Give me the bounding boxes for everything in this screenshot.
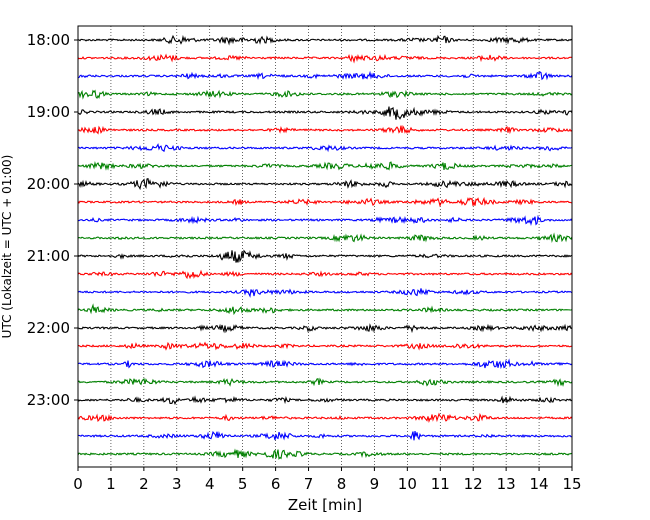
trace-line	[77, 303, 573, 316]
x-axis-ticks: 0 1 2 3 4 5 6 7 8 9 10 11 12 13 14 15	[73, 467, 582, 493]
y-tick-label: 18:00	[27, 31, 70, 49]
trace-line	[77, 288, 573, 298]
trace-line	[77, 106, 573, 120]
trace-line	[77, 70, 573, 81]
x-tick-label: 8	[337, 475, 347, 493]
y-axis-ticks: 18:00 19:00 20:00 21:00 22:00 23:00	[27, 31, 78, 409]
y-tick-label: 19:00	[27, 103, 70, 121]
trace-line	[77, 34, 573, 46]
x-tick-label: 12	[464, 475, 483, 493]
trace-line	[77, 377, 573, 387]
trace-line	[77, 412, 573, 424]
trace-line	[77, 323, 573, 334]
trace-line	[77, 178, 573, 191]
trace-line	[77, 249, 573, 263]
y-axis-label: UTC (Lokalzeit = UTC + 01:00)	[0, 155, 14, 339]
x-axis-label: Zeit [min]	[288, 496, 362, 514]
x-tick-label: 3	[172, 475, 182, 493]
trace-line	[77, 53, 573, 64]
x-tick-label: 2	[139, 475, 149, 493]
x-tick-label: 13	[497, 475, 516, 493]
x-tick-label: 1	[106, 475, 116, 493]
y-tick-label: 21:00	[27, 247, 70, 265]
trace-line	[77, 430, 573, 441]
trace-line	[77, 395, 573, 406]
trace-line	[77, 214, 573, 227]
trace-line	[77, 358, 573, 370]
trace-line	[77, 269, 573, 280]
seismogram-traces	[77, 34, 573, 460]
x-tick-label: 7	[304, 475, 314, 493]
x-tick-label: 5	[238, 475, 248, 493]
x-tick-label: 10	[398, 475, 417, 493]
trace-line	[77, 160, 573, 171]
x-tick-label: 4	[205, 475, 215, 493]
trace-line	[77, 196, 573, 208]
x-tick-label: 9	[370, 475, 380, 493]
trace-line	[77, 232, 573, 243]
trace-line	[77, 125, 573, 135]
y-tick-label: 20:00	[27, 175, 70, 193]
plot-frame	[77, 25, 573, 468]
x-tick-label: 15	[562, 475, 581, 493]
x-tick-label: 6	[271, 475, 281, 493]
trace-line	[77, 448, 573, 460]
trace-line	[77, 143, 573, 153]
trace-line	[77, 341, 573, 351]
x-tick-label: 11	[431, 475, 450, 493]
trace-line	[77, 89, 573, 100]
y-tick-label: 22:00	[27, 319, 70, 337]
x-tick-label: 14	[530, 475, 549, 493]
x-tick-label: 0	[73, 475, 83, 493]
y-tick-label: 23:00	[27, 391, 70, 409]
